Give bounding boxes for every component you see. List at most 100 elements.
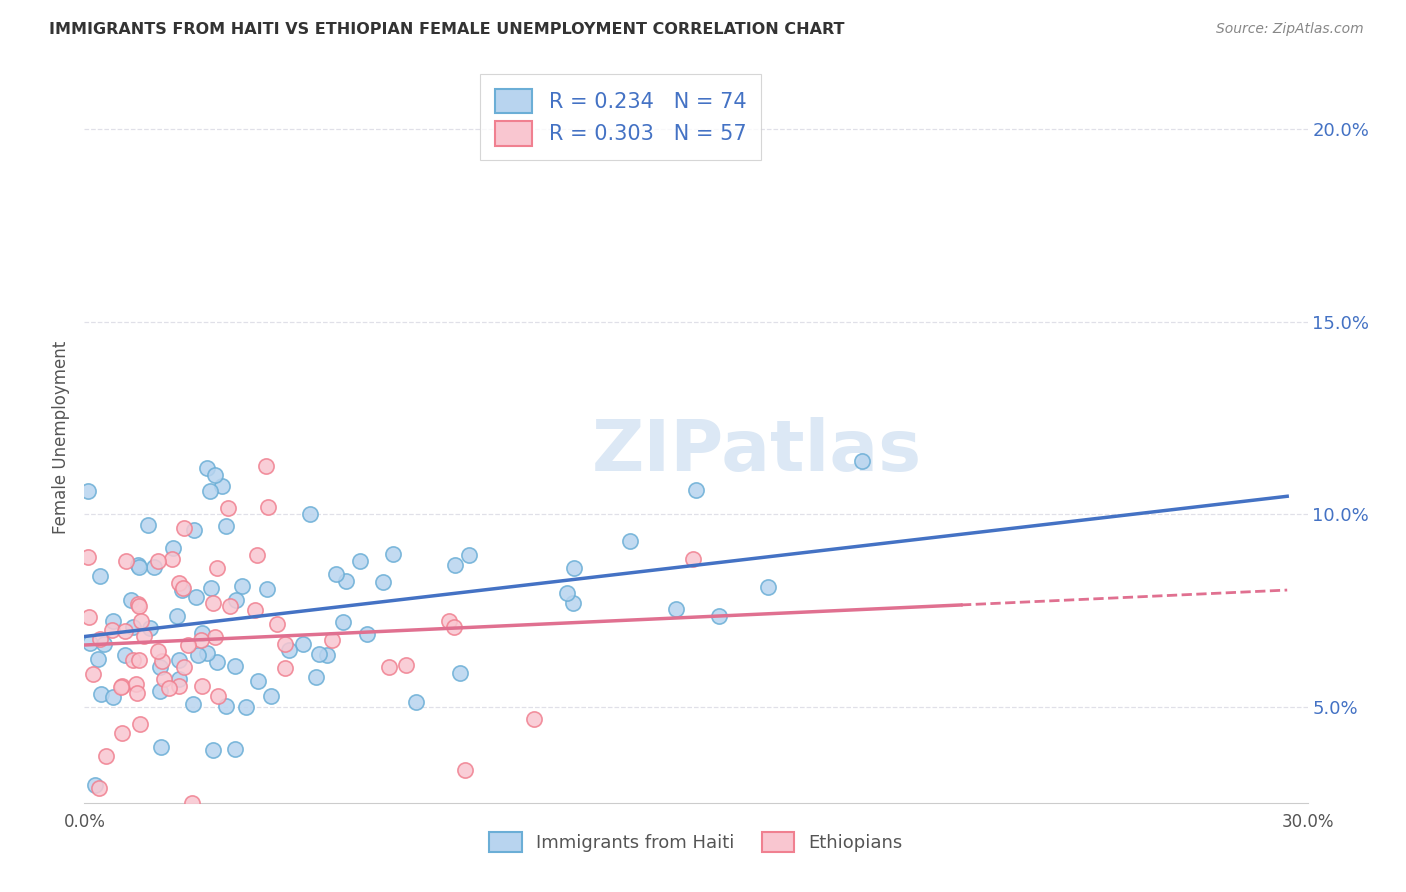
Point xyxy=(110,680,132,694)
Point xyxy=(77,550,100,565)
Point xyxy=(224,659,246,673)
Point xyxy=(316,648,339,663)
Point xyxy=(321,633,343,648)
Point xyxy=(195,461,218,475)
Point xyxy=(169,672,191,686)
Point xyxy=(231,579,253,593)
Point xyxy=(201,596,224,610)
Point xyxy=(204,467,226,482)
Point xyxy=(146,554,169,568)
Point xyxy=(335,574,357,589)
Point xyxy=(437,614,460,628)
Point xyxy=(308,647,330,661)
Point xyxy=(167,679,190,693)
Point xyxy=(443,620,465,634)
Point xyxy=(200,581,222,595)
Point xyxy=(111,726,134,740)
Point xyxy=(162,541,184,555)
Point xyxy=(129,716,152,731)
Point xyxy=(453,763,475,777)
Point xyxy=(217,501,239,516)
Point xyxy=(190,633,212,648)
Point xyxy=(201,743,224,757)
Point xyxy=(707,609,730,624)
Point xyxy=(256,582,278,597)
Point xyxy=(111,679,134,693)
Point xyxy=(266,617,288,632)
Point xyxy=(128,653,150,667)
Point xyxy=(103,614,125,628)
Point xyxy=(167,575,190,590)
Point xyxy=(405,695,427,709)
Point xyxy=(619,533,641,548)
Point xyxy=(128,560,150,574)
Point xyxy=(160,552,183,566)
Point xyxy=(214,698,236,713)
Point xyxy=(149,660,172,674)
Point xyxy=(173,660,195,674)
Text: IMMIGRANTS FROM HAITI VS ETHIOPIAN FEMALE UNEMPLOYMENT CORRELATION CHART: IMMIGRANTS FROM HAITI VS ETHIOPIAN FEMAL… xyxy=(49,22,845,37)
Point xyxy=(215,519,238,533)
Point xyxy=(235,699,257,714)
Point xyxy=(93,637,115,651)
Point xyxy=(82,667,104,681)
Point xyxy=(291,637,314,651)
Point xyxy=(224,742,246,756)
Point xyxy=(79,636,101,650)
Text: Source: ZipAtlas.com: Source: ZipAtlas.com xyxy=(1216,22,1364,37)
Point xyxy=(381,547,404,561)
Point xyxy=(243,603,266,617)
Point xyxy=(195,646,218,660)
Point xyxy=(305,670,328,684)
Point xyxy=(356,627,378,641)
Point xyxy=(260,690,283,704)
Point xyxy=(159,681,181,696)
Point xyxy=(149,684,172,698)
Point xyxy=(89,780,111,795)
Point xyxy=(444,558,467,573)
Point xyxy=(173,520,195,534)
Point xyxy=(211,479,233,493)
Point xyxy=(756,581,779,595)
Point xyxy=(225,592,247,607)
Point xyxy=(207,560,229,574)
Point xyxy=(198,483,221,498)
Point xyxy=(142,559,165,574)
Point xyxy=(114,648,136,663)
Point xyxy=(298,507,321,521)
Point xyxy=(378,660,401,674)
Point xyxy=(187,648,209,663)
Point xyxy=(562,596,585,610)
Point xyxy=(172,582,194,597)
Point xyxy=(191,679,214,693)
Point xyxy=(191,626,214,640)
Point xyxy=(254,458,277,473)
Point xyxy=(79,610,101,624)
Point xyxy=(219,599,242,613)
Point xyxy=(77,483,100,498)
Point xyxy=(274,637,297,651)
Point xyxy=(274,661,297,675)
Point xyxy=(449,665,471,680)
Point xyxy=(122,653,145,667)
Point xyxy=(166,609,188,624)
Point xyxy=(146,644,169,658)
Point xyxy=(167,653,190,667)
Point xyxy=(851,454,873,468)
Point xyxy=(150,654,173,668)
Point xyxy=(84,778,107,792)
Point xyxy=(246,674,269,689)
Point xyxy=(685,483,707,498)
Point xyxy=(114,624,136,638)
Text: ZIPatlas: ZIPatlas xyxy=(592,417,922,486)
Point xyxy=(132,629,155,643)
Point xyxy=(115,554,138,568)
Point xyxy=(90,687,112,701)
Point xyxy=(682,552,704,566)
Point xyxy=(395,657,418,672)
Point xyxy=(562,561,585,575)
Point xyxy=(127,686,149,700)
Point xyxy=(120,593,142,607)
Point xyxy=(89,569,111,583)
Point xyxy=(150,740,173,755)
